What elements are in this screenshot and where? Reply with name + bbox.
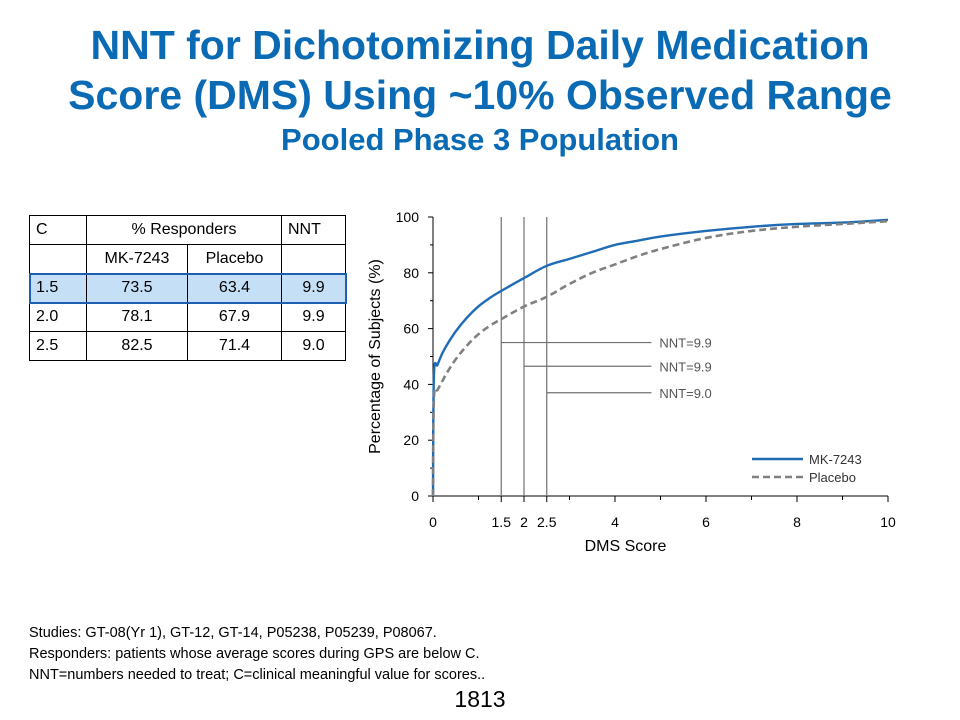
y-tick-label: 20 xyxy=(403,432,419,448)
nnt-table: C % Responders NNT MK-7243 Placebo 1.5 7… xyxy=(28,215,347,361)
subheader-blank-2 xyxy=(281,244,346,274)
slide-title-line-2: Score (DMS) Using ~10% Observed Range xyxy=(68,72,892,118)
table-row: 2.5 82.5 71.4 9.0 xyxy=(29,331,346,361)
x-tick-label: 2.5 xyxy=(537,514,557,530)
x-axis-title: DMS Score xyxy=(585,538,667,555)
slide-title-line-1: NNT for Dichotomizing Daily Medication xyxy=(90,22,870,68)
table-row: 1.5 73.5 63.4 9.9 xyxy=(28,272,347,304)
page-number: 1813 xyxy=(454,686,506,712)
header-responders: % Responders xyxy=(86,215,282,245)
table-row: 2.0 78.1 67.9 9.9 xyxy=(29,302,346,332)
cell-placebo: 71.4 xyxy=(187,331,282,361)
cell-mk7243: 78.1 xyxy=(86,302,188,332)
cell-c: 1.5 xyxy=(29,273,87,303)
table-header-row: C % Responders NNT xyxy=(29,215,346,245)
footnote-nnt-definition: NNT=numbers needed to treat; C=clinical … xyxy=(29,667,486,683)
footnotes: Studies: GT-08(Yr 1), GT-12, GT-14, P052… xyxy=(29,623,485,686)
cell-nnt: 9.9 xyxy=(281,302,346,332)
cell-mk7243: 73.5 xyxy=(86,273,188,303)
nnt-annotation-label: NNT=9.9 xyxy=(659,336,711,351)
cell-nnt: 9.0 xyxy=(281,331,346,361)
table-subheader-row: MK-7243 Placebo xyxy=(29,244,346,274)
legend-label: MK-7243 xyxy=(809,452,862,467)
series-line-mk-7243 xyxy=(431,218,889,497)
cell-c: 2.5 xyxy=(29,331,87,361)
legend-label: Placebo xyxy=(809,470,856,485)
header-c: C xyxy=(29,215,87,245)
x-tick-label: 6 xyxy=(702,514,710,530)
footnote-studies: Studies: GT-08(Yr 1), GT-12, GT-14, P052… xyxy=(29,625,437,641)
cell-mk7243: 82.5 xyxy=(86,331,188,361)
y-tick-label: 80 xyxy=(403,265,419,281)
x-tick-label: 1.5 xyxy=(492,514,512,530)
y-axis-title: Percentage of Subjects (%) xyxy=(367,259,384,454)
x-tick-label: 10 xyxy=(880,514,896,530)
nnt-annotation-label: NNT=9.9 xyxy=(659,359,711,374)
y-tick-label: 100 xyxy=(396,209,420,225)
x-tick-label: 2 xyxy=(520,514,528,530)
y-tick-label: 40 xyxy=(403,376,419,392)
y-tick-label: 60 xyxy=(403,321,419,337)
footnote-responders: Responders: patients whose average score… xyxy=(29,646,480,662)
subheader-placebo: Placebo xyxy=(187,244,282,274)
x-tick-label: 8 xyxy=(793,514,801,530)
header-nnt: NNT xyxy=(281,215,346,245)
y-tick-label: 0 xyxy=(411,488,419,504)
x-tick-label: 0 xyxy=(429,514,437,530)
x-tick-label: 4 xyxy=(611,514,619,530)
series-line-placebo xyxy=(431,219,889,497)
slide-subtitle: Pooled Phase 3 Population xyxy=(281,122,679,157)
nnt-annotation-label: NNT=9.0 xyxy=(659,386,711,401)
